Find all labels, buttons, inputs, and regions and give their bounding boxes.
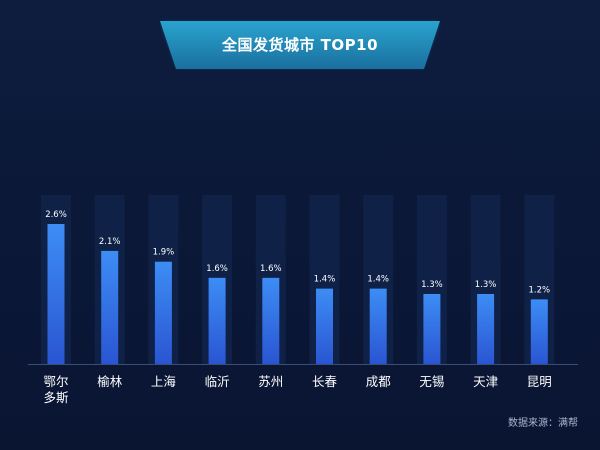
bar [262,277,280,364]
bar [423,294,441,364]
category-label: 榆林 [97,374,123,389]
chart-title-banner: 全国发货城市 TOP10 [156,19,444,71]
bar [369,288,387,364]
category-label: 无锡 [419,374,444,389]
data-source-note: 数据来源：满帮 [508,418,578,429]
bar [154,261,172,364]
title-banner-shape [160,21,440,69]
value-label: 1.9% [153,248,175,258]
value-label: 1.3% [421,280,443,290]
bar [101,250,119,364]
category-label: 苏州 [258,374,283,389]
category-label: 成都 [366,374,392,389]
value-label: 1.4% [367,275,389,285]
value-label: 1.4% [314,275,336,285]
value-label: 1.6% [260,264,282,274]
bar [208,277,226,364]
bar [47,224,65,364]
bar [477,294,495,364]
category-label: 长春 [312,374,338,389]
value-label: 1.3% [475,280,497,290]
category-label: 昆明 [527,374,552,389]
value-label: 2.6% [45,210,67,220]
value-label: 1.6% [206,264,228,274]
value-label: 2.1% [99,237,121,247]
chart-title: 全国发货城市 TOP10 [221,36,379,54]
category-label: 天津 [473,374,498,389]
category-label: 鄂尔 [43,374,68,389]
bar [316,288,333,364]
category-label: 临沂 [205,374,230,389]
value-label: 1.2% [528,285,550,295]
category-label: 上海 [151,374,177,389]
category-label: 多斯 [43,390,68,405]
bar [530,299,548,364]
